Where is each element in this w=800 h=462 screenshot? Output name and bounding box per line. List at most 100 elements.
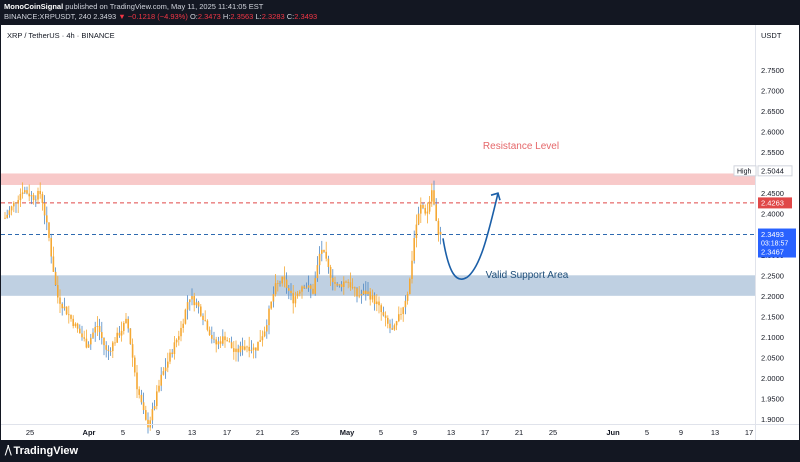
time-tick: Jun <box>606 428 620 437</box>
candle <box>241 345 244 350</box>
candle <box>123 323 125 331</box>
candle <box>365 290 367 295</box>
candle <box>382 312 385 316</box>
candle <box>415 224 418 238</box>
candle <box>433 190 435 205</box>
candle <box>41 194 44 204</box>
time-tick: 25 <box>549 428 557 437</box>
candle <box>195 302 198 306</box>
candle <box>351 287 354 289</box>
chart-area[interactable]: Resistance Level Valid Support Area XRP … <box>0 24 800 441</box>
candle <box>76 323 79 329</box>
chart-title: XRP / TetherUS · 4h · BINANCE <box>7 31 115 40</box>
candle <box>404 300 407 308</box>
candle <box>116 332 118 343</box>
open-label: O: <box>189 12 198 21</box>
candle <box>21 192 24 195</box>
candle <box>314 278 316 294</box>
time-tick: 17 <box>481 428 489 437</box>
candle <box>63 306 66 309</box>
price-tick: 2.6500 <box>761 107 784 116</box>
candle <box>349 282 352 288</box>
candle <box>356 288 358 297</box>
publisher-name[interactable]: MonoCoinSignal <box>4 2 64 11</box>
candle <box>178 336 180 340</box>
candle <box>358 295 360 297</box>
candle <box>270 301 272 309</box>
candle <box>371 295 374 300</box>
projection-arrowhead <box>490 192 501 201</box>
candle <box>112 342 114 352</box>
time-tick: 21 <box>256 428 264 437</box>
candle <box>96 326 99 327</box>
support-label: Valid Support Area <box>486 270 569 281</box>
candle <box>250 349 253 351</box>
candle <box>79 328 81 334</box>
time-axis[interactable]: 25 Apr 5 9 13 17 21 25 May 5 9 13 17 21 25 Jun 5 9 13 17 <box>26 428 753 437</box>
candle <box>151 408 154 421</box>
candle <box>246 346 248 348</box>
candle <box>268 308 270 326</box>
candle <box>255 347 257 351</box>
candle <box>140 394 143 403</box>
brand-name: TradingView <box>13 445 79 457</box>
candle <box>70 314 72 319</box>
candle <box>288 288 290 291</box>
candle <box>68 314 70 316</box>
high-value: 2.5044 <box>761 166 784 175</box>
candle <box>24 190 26 193</box>
candle <box>277 283 279 284</box>
price-tick: 2.7500 <box>761 66 784 75</box>
candle <box>19 194 22 201</box>
candle <box>189 299 191 303</box>
candle <box>61 303 63 309</box>
candle <box>35 199 37 201</box>
candle <box>323 249 325 252</box>
time-tick: 13 <box>711 428 719 437</box>
candle <box>391 328 393 330</box>
candle <box>292 293 294 304</box>
candle <box>281 276 283 284</box>
candle <box>318 253 321 266</box>
candle <box>43 203 46 216</box>
price-tick: 2.7000 <box>761 87 784 96</box>
candle <box>39 190 41 195</box>
candle <box>428 201 431 212</box>
candle <box>244 346 246 350</box>
candle <box>325 251 327 259</box>
tradingview-logo[interactable]: ⧸⧹ TradingView <box>5 445 78 458</box>
symbol-label: BINANCE:XRPUSDT, 240 <box>4 12 92 21</box>
candle <box>219 341 222 344</box>
time-tick: 17 <box>223 428 231 437</box>
candle <box>389 323 391 329</box>
high-value: 2.3563 <box>230 12 254 21</box>
candle <box>200 306 202 316</box>
candle <box>105 345 107 350</box>
price-tick: 2.4000 <box>761 210 784 219</box>
resistance-zone <box>1 173 755 185</box>
candle <box>173 342 176 355</box>
candle <box>90 337 92 345</box>
candle <box>398 314 400 322</box>
close-value: 2.3493 <box>294 12 318 21</box>
open-value: 2.3473 <box>197 12 221 21</box>
candle <box>263 331 266 337</box>
candle <box>321 249 323 254</box>
candle <box>17 200 19 204</box>
candle <box>431 190 433 202</box>
candle <box>296 293 299 297</box>
candle <box>228 341 231 343</box>
price-chart[interactable]: Resistance Level Valid Support Area XRP … <box>1 25 799 440</box>
candle <box>233 348 235 352</box>
time-tick: Apr <box>83 428 96 437</box>
candle <box>369 291 371 300</box>
candle <box>213 338 215 340</box>
resistance-value: 2.4263 <box>761 198 784 207</box>
candle <box>406 294 409 301</box>
change-arrow: ▼ <box>118 12 126 21</box>
price-tick: 2.2000 <box>761 292 784 301</box>
price-tick: 2.0000 <box>761 374 784 383</box>
candle <box>226 340 228 342</box>
tradingview-icon: ⧸⧹ <box>5 445 12 457</box>
candle <box>153 406 156 409</box>
